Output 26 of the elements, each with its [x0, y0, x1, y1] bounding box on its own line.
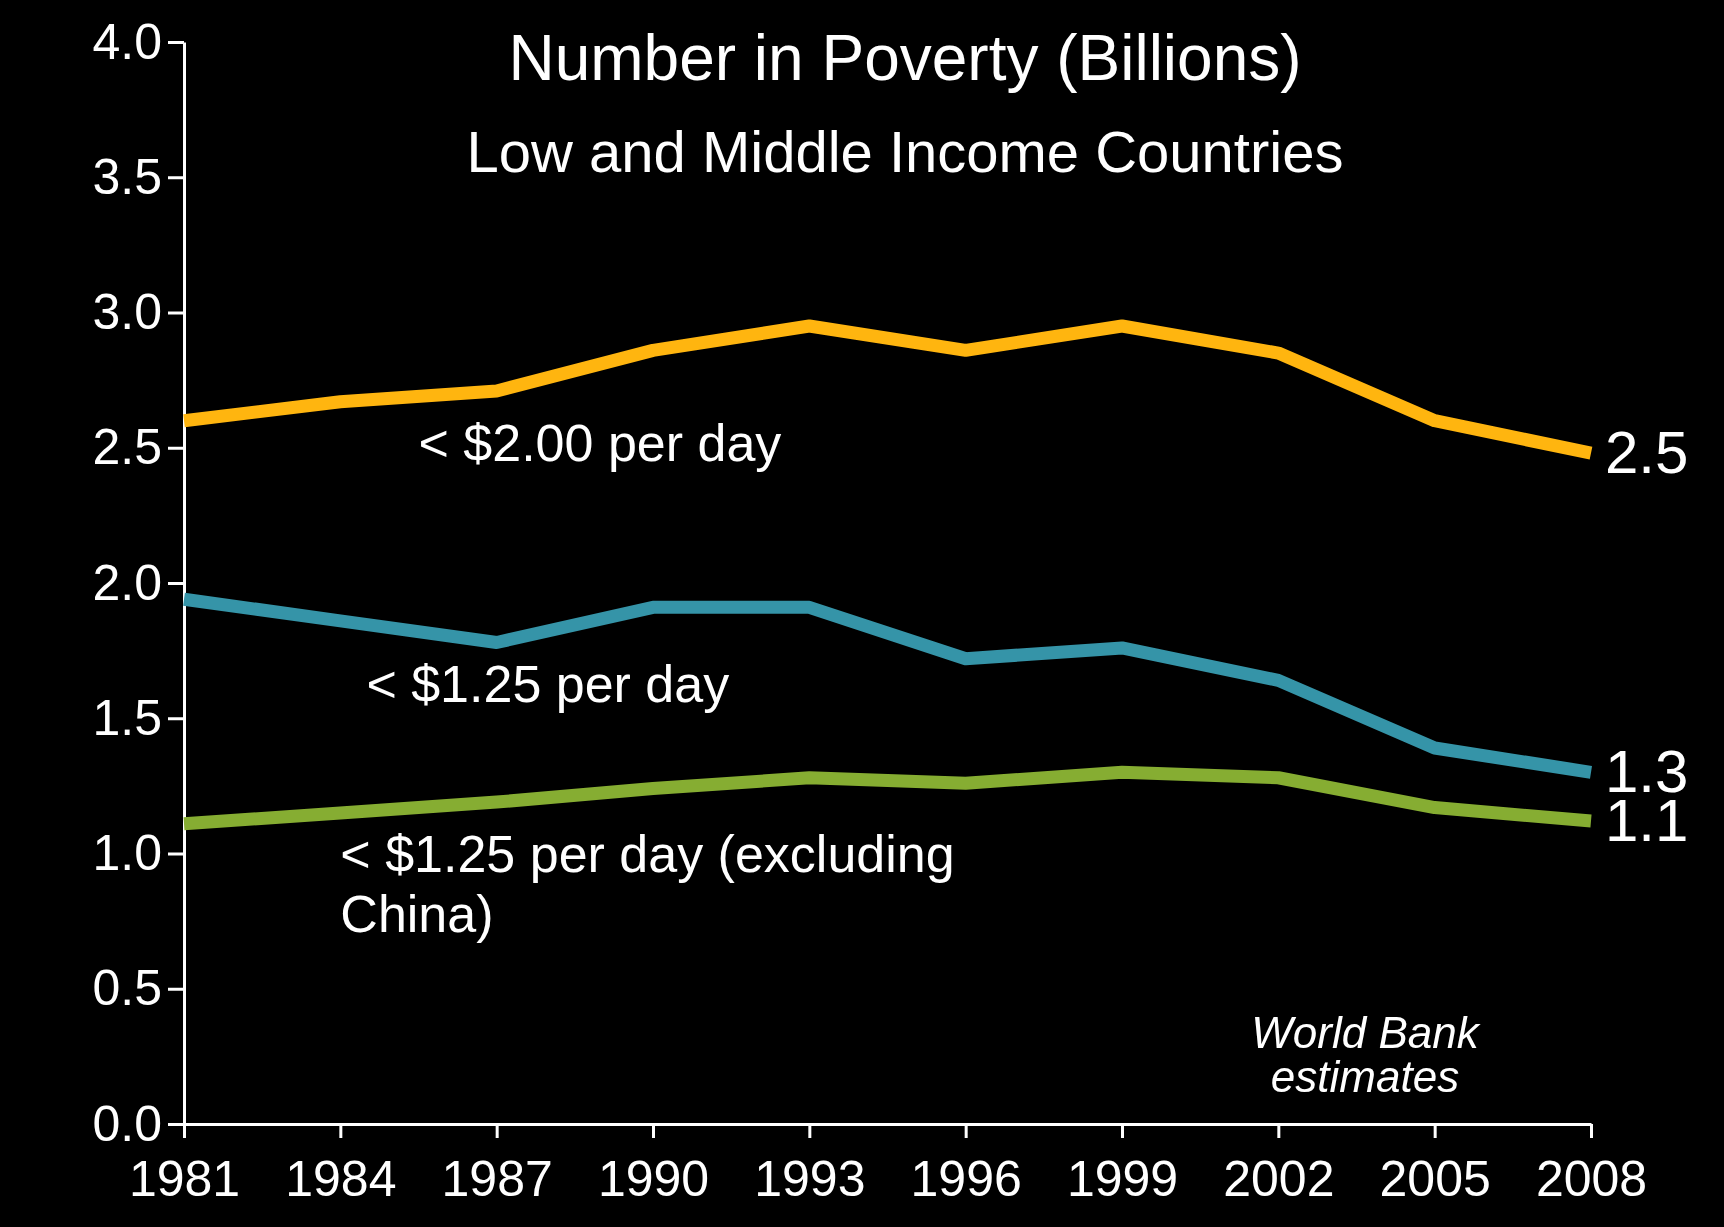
- x-tick-label: 1990: [597, 1151, 710, 1207]
- y-tick-label: 0.5: [92, 960, 162, 1017]
- x-tick-label: 2005: [1379, 1151, 1491, 1207]
- x-tick-label: 1981: [128, 1151, 241, 1207]
- y-tick-label: 4.0: [92, 13, 162, 70]
- y-tick-label: 1.0: [92, 825, 162, 881]
- series-label: < $2.00 per day: [418, 414, 782, 473]
- y-tick-label: 1.5: [92, 689, 162, 746]
- annotation: World Bank estimates: [1251, 1008, 1481, 1101]
- x-tick-label: 1987: [441, 1151, 553, 1207]
- data-label: 2.5: [1605, 419, 1689, 487]
- chart-title: Number in Poverty (Billions): [508, 22, 1302, 94]
- x-tick-label: 2008: [1535, 1151, 1648, 1207]
- y-tick-label: 3.0: [92, 284, 162, 340]
- x-tick-label: 2002: [1223, 1151, 1335, 1207]
- y-tick-label: 3.5: [92, 148, 162, 205]
- x-tick-label: 1996: [910, 1151, 1022, 1207]
- text: Low and Middle Income Countries: [466, 119, 1344, 184]
- x-tick-label: 1999: [1066, 1151, 1179, 1207]
- x-tick-label: 1984: [285, 1151, 397, 1207]
- x-tick-label: 1993: [754, 1151, 866, 1207]
- series-label: < $1.25 per day: [366, 655, 730, 714]
- y-tick-label: 2.5: [92, 419, 162, 476]
- series-label: < $1.25 per day (excluding China): [340, 825, 955, 944]
- y-tick-label: 0.0: [92, 1095, 162, 1152]
- y-tick-label: 2.0: [92, 554, 162, 611]
